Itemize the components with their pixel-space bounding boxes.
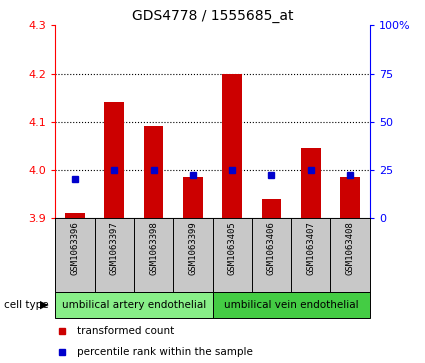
Text: ▶: ▶ <box>40 300 49 310</box>
Bar <box>262 199 281 218</box>
Bar <box>301 148 320 218</box>
Text: percentile rank within the sample: percentile rank within the sample <box>77 347 253 357</box>
Bar <box>105 102 124 218</box>
Text: GSM1063399: GSM1063399 <box>188 221 197 275</box>
Bar <box>212 292 370 318</box>
Text: GSM1063398: GSM1063398 <box>149 221 158 275</box>
Bar <box>340 177 360 218</box>
Text: transformed count: transformed count <box>77 326 175 336</box>
Text: umbilical artery endothelial: umbilical artery endothelial <box>62 300 206 310</box>
Text: GSM1063406: GSM1063406 <box>267 221 276 275</box>
Text: GSM1063408: GSM1063408 <box>346 221 354 275</box>
Title: GDS4778 / 1555685_at: GDS4778 / 1555685_at <box>132 9 293 23</box>
Text: GSM1063405: GSM1063405 <box>228 221 237 275</box>
Text: GSM1063407: GSM1063407 <box>306 221 315 275</box>
Bar <box>222 73 242 218</box>
Bar <box>65 213 85 218</box>
Bar <box>55 292 212 318</box>
Text: GSM1063397: GSM1063397 <box>110 221 119 275</box>
Bar <box>144 126 163 218</box>
Text: umbilical vein endothelial: umbilical vein endothelial <box>224 300 358 310</box>
Text: GSM1063396: GSM1063396 <box>71 221 79 275</box>
Text: cell type: cell type <box>4 300 49 310</box>
Bar <box>183 177 203 218</box>
